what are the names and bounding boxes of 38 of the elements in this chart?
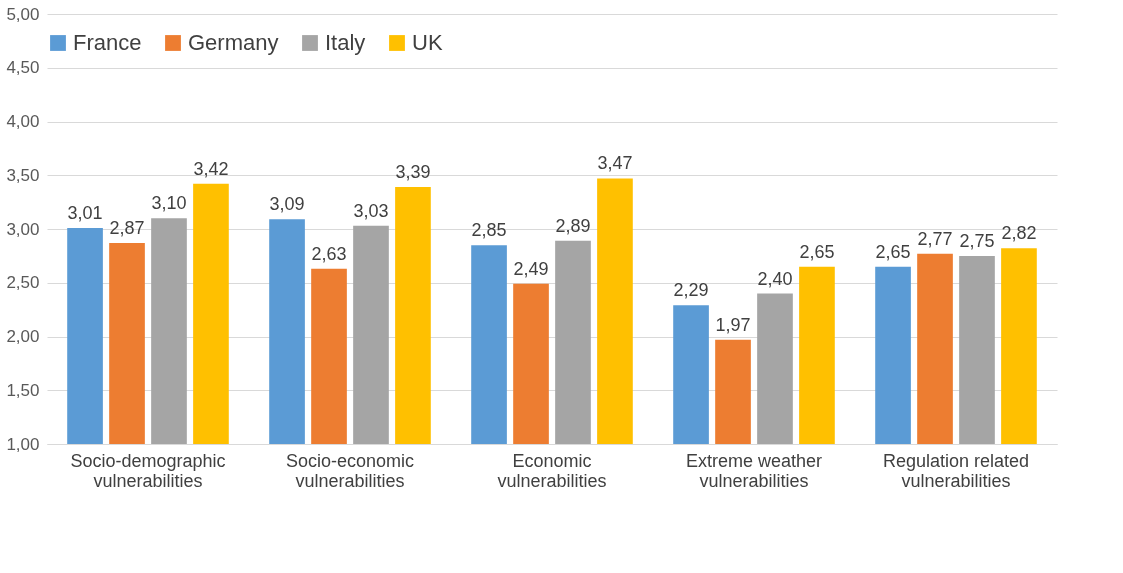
data-label: 2,63: [311, 243, 347, 264]
data-label: 3,03: [353, 200, 389, 221]
data-label: 2,75: [959, 230, 995, 251]
y-tick-label: 2,00: [6, 327, 40, 346]
data-label: 2,29: [673, 280, 709, 301]
legend-label: Italy: [325, 30, 366, 55]
x-tick-label: Regulation related vulnerabilities: [882, 450, 1030, 491]
data-label: 2,85: [471, 220, 507, 241]
data-label: 2,65: [799, 241, 835, 262]
x-tick-label: Socio-demographic vulnerabilities: [70, 450, 226, 491]
data-label: 2,89: [555, 215, 591, 236]
data-label: 3,10: [151, 193, 187, 214]
data-label: 1,97: [715, 314, 751, 335]
x-tick-label: Extreme weather vulnerabilities: [685, 450, 823, 491]
data-label: 3,42: [193, 158, 229, 179]
x-tick-label: Socio-economic vulnerabilities: [285, 450, 415, 491]
y-tick-label: 2,50: [6, 273, 40, 293]
y-tick-label: 1,00: [6, 434, 40, 454]
data-label: 3,39: [395, 162, 431, 183]
data-label: 2,77: [917, 228, 953, 249]
data-label: 2,82: [1001, 223, 1037, 244]
data-label: 2,87: [109, 217, 145, 238]
data-label: 3,01: [67, 202, 103, 223]
data-label: 2,65: [875, 241, 911, 262]
data-label: 3,09: [269, 194, 305, 215]
y-tick-label: 3,50: [6, 165, 40, 185]
y-tick-label: 4,50: [6, 58, 40, 78]
y-tick-label: 5,00: [6, 4, 40, 24]
data-label: 3,47: [597, 153, 633, 174]
data-label: 2,40: [757, 268, 793, 289]
y-tick-label: 3,00: [6, 219, 40, 239]
x-tick-label: Economic vulnerabilities: [497, 450, 607, 491]
y-tick-label: 4,00: [6, 112, 40, 131]
legend-label: UK: [412, 30, 443, 55]
legend-label: Germany: [188, 30, 279, 55]
y-tick-label: 1,50: [6, 380, 40, 400]
data-label: 2,49: [513, 258, 549, 279]
legend-label: France: [73, 30, 142, 55]
